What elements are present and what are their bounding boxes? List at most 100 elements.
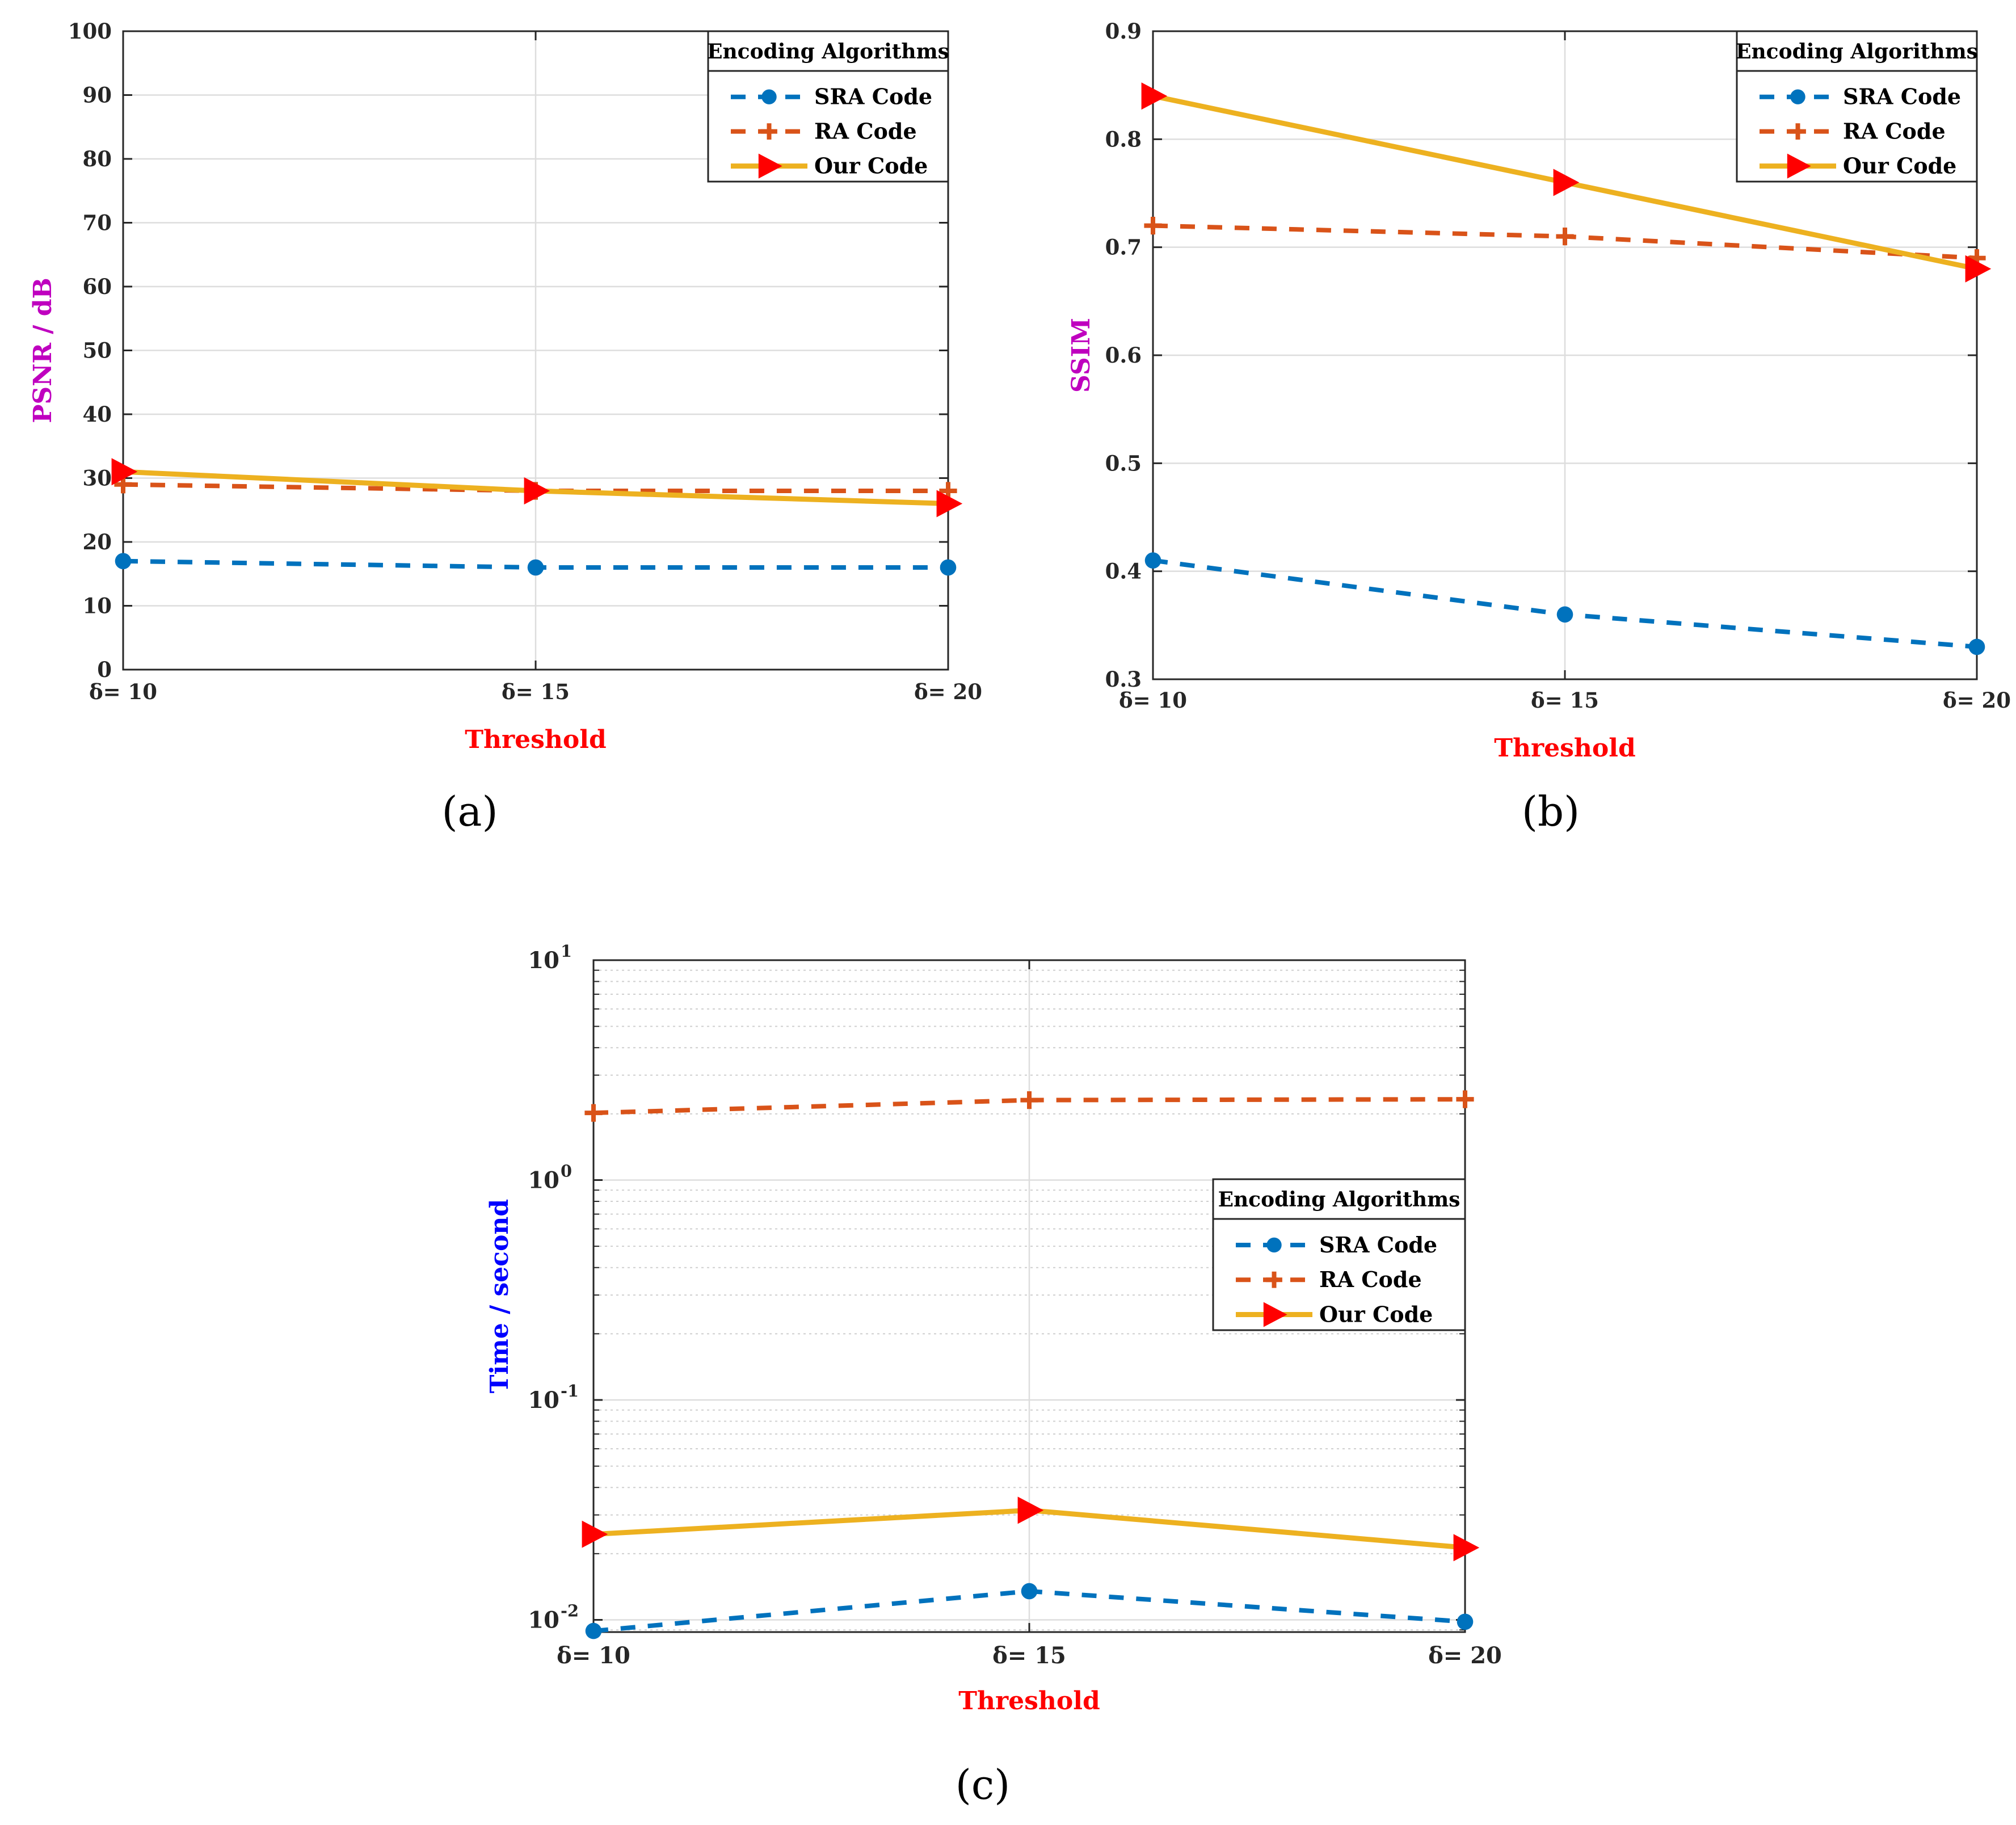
data-point-our	[1453, 1534, 1480, 1562]
y-tick-label: 30	[83, 466, 112, 491]
data-point-sra	[527, 559, 544, 576]
y-tick-label: 90	[83, 83, 112, 108]
y-tick-label: 70	[83, 211, 112, 236]
axes-box	[1152, 30, 1978, 680]
legend-label-sra: SRA Code	[1843, 84, 1961, 110]
legend: Encoding Algorithms SRA Code RA Code Our Co…	[1736, 30, 1978, 183]
x-tick-label: δ= 15	[1531, 688, 1599, 713]
x-tick-label: δ= 15	[992, 1642, 1066, 1669]
legend-box	[707, 30, 949, 183]
legend-box	[1736, 30, 1978, 183]
caption-a: (a)	[441, 788, 498, 835]
x-axis-label: Threshold	[465, 725, 607, 754]
data-point-our	[1141, 82, 1168, 110]
legend-label-ra: RA Code	[814, 119, 917, 144]
legend-label-sra: SRA Code	[814, 84, 932, 110]
x-axis-label: Threshold	[958, 1687, 1100, 1715]
y-axis-label: SSIM	[1067, 318, 1096, 393]
legend-marker-our	[1787, 153, 1811, 179]
legend-marker-sra	[1266, 1237, 1282, 1253]
y-tick-label: 10	[528, 1387, 559, 1414]
data-point-our	[1553, 169, 1580, 196]
legend-label-our: Our Code	[814, 153, 928, 179]
y-tick-label: 10	[83, 594, 112, 619]
data-point-sra	[940, 559, 957, 576]
y-tick-label: 0.7	[1105, 235, 1142, 260]
legend-marker-ra	[1790, 123, 1806, 140]
y-tick-label: 0.4	[1105, 559, 1142, 584]
y-tick-label: 20	[83, 529, 112, 554]
y-tick-exponent: 1	[561, 941, 572, 961]
data-point-our	[936, 490, 963, 518]
y-tick-label: 0.3	[1105, 667, 1142, 692]
x-tick-label: δ= 15	[502, 679, 570, 704]
legend-label-sra: SRA Code	[1319, 1232, 1437, 1258]
y-tick-label: 0.9	[1105, 19, 1142, 44]
data-point-ra	[1556, 228, 1574, 246]
data-point-our	[524, 477, 550, 504]
x-tick-label: δ= 10	[1119, 688, 1187, 713]
legend-title: Encoding Algorithms	[1736, 40, 1978, 64]
y-tick-label: 60	[83, 274, 112, 299]
data-point-our	[1017, 1496, 1044, 1524]
panel-a-psnr-chart: 0 10 20 30 40 50 60 70 80 90 100 δ= 10 δ= 15 δ= 20 Thr…	[28, 19, 982, 754]
y-tick-exponent: -2	[561, 1601, 579, 1620]
legend-marker-ra	[761, 123, 777, 140]
y-tick-label: 50	[83, 338, 112, 363]
legend-marker-our	[1263, 1302, 1287, 1327]
y-tick-label: 0.5	[1105, 451, 1142, 476]
legend-title: Encoding Algorithms	[1218, 1188, 1461, 1212]
legend: Encoding Algorithms SRA Code RA Code Our Co…	[1212, 1178, 1466, 1331]
y-axis-label: PSNR / dB	[28, 277, 57, 423]
legend-box	[1212, 1178, 1466, 1331]
legend-marker-ra	[1266, 1271, 1282, 1288]
data-point-sra	[585, 1622, 602, 1639]
legend-label-our: Our Code	[1319, 1301, 1433, 1327]
y-tick-label: 0	[97, 657, 112, 682]
data-point-sra	[1144, 552, 1161, 569]
legend: Encoding Algorithms SRA Code RA Code Our Co…	[707, 30, 949, 183]
data-point-our	[1965, 255, 1992, 283]
data-point-ra	[584, 1104, 603, 1122]
legend-label-ra: RA Code	[1843, 119, 1946, 144]
panel-b-ssim-chart: 0.3 0.4 0.5 0.6 0.7 0.8 0.9 δ= 10 δ= 15 δ= 20 Thre…	[1067, 19, 2011, 763]
y-tick-label: 40	[83, 402, 112, 427]
data-point-sra	[1556, 606, 1573, 623]
x-axis-label: Threshold	[1494, 734, 1636, 763]
legend-marker-sra	[1790, 89, 1805, 104]
legend-marker-sra	[761, 89, 777, 104]
y-tick-label: 100	[68, 19, 112, 44]
axes-box	[122, 30, 949, 671]
y-tick-exponent: 0	[561, 1161, 572, 1180]
y-tick-label: 80	[83, 146, 112, 171]
data-point-ra	[1020, 1091, 1038, 1109]
data-point-ra	[1144, 217, 1162, 235]
legend-title: Encoding Algorithms	[707, 40, 949, 64]
data-point-ra	[1456, 1090, 1474, 1108]
data-point-sra	[1021, 1583, 1038, 1600]
caption-b: (b)	[1522, 788, 1580, 835]
legend-label-ra: RA Code	[1319, 1267, 1422, 1292]
data-point-our	[582, 1520, 608, 1548]
caption-c: (c)	[956, 1761, 1011, 1809]
data-point-sra	[1968, 638, 1985, 655]
y-tick-label: 0.8	[1105, 127, 1142, 152]
y-tick-label: 10	[528, 1607, 559, 1633]
data-point-our	[111, 458, 138, 486]
legend-marker-our	[758, 153, 782, 179]
legend-label-our: Our Code	[1843, 153, 1956, 179]
data-point-sra	[115, 553, 132, 570]
y-tick-label: 10	[528, 1167, 559, 1193]
y-axis-label: Time / second	[485, 1199, 514, 1393]
x-tick-label: δ= 10	[557, 1642, 630, 1669]
y-tick-exponent: -1	[561, 1381, 579, 1401]
x-tick-label: δ= 20	[1428, 1642, 1502, 1669]
y-tick-label: 10	[528, 947, 559, 974]
x-tick-label: δ= 20	[914, 679, 982, 704]
y-tick-label: 0.6	[1105, 343, 1142, 368]
data-point-sra	[1457, 1613, 1474, 1630]
x-tick-label: δ= 20	[1943, 688, 2011, 713]
x-tick-label: δ= 10	[89, 679, 157, 704]
